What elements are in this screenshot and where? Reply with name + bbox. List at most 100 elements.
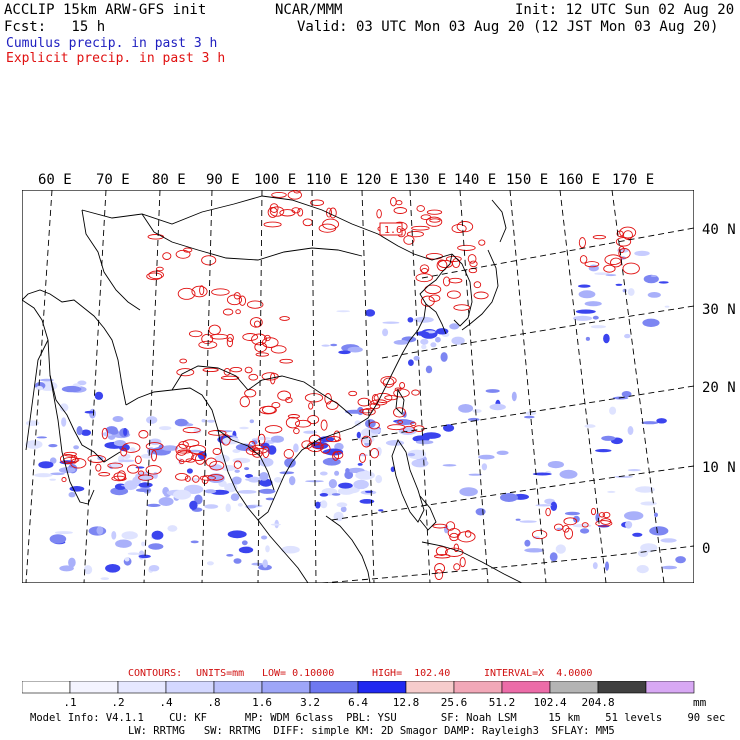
- cumulus-cell: [61, 417, 67, 427]
- colorbar-unit: mm: [693, 696, 707, 709]
- colorbar-swatch: [453, 681, 503, 694]
- explicit-contour: [267, 206, 278, 218]
- cumulus-cell: [121, 531, 138, 540]
- cumulus-cell: [353, 479, 369, 490]
- cumulus-cell: [173, 489, 191, 500]
- colorbar-tick-label: .8: [207, 696, 221, 709]
- explicit-contour: [220, 375, 240, 381]
- explicit-contour: [263, 221, 282, 228]
- cumulus-cell: [189, 500, 198, 510]
- explicit-contour: [145, 465, 162, 475]
- explicit-contour: [320, 443, 331, 454]
- cumulus-cell: [443, 424, 455, 432]
- cumulus-cell: [458, 404, 474, 413]
- cumulus-cell: [356, 431, 361, 439]
- explicit-contour: [447, 527, 461, 538]
- cumulus-cell: [436, 328, 449, 335]
- explicit-contour: [185, 458, 196, 463]
- explicit-contour: [307, 415, 320, 425]
- explicit-contour: [581, 522, 589, 528]
- explicit-contour: [602, 511, 611, 519]
- cumulus-cell: [331, 493, 341, 496]
- cumulus-cell: [68, 492, 76, 498]
- explicit-contour: [246, 300, 264, 309]
- explicit-contour: [95, 463, 102, 472]
- explicit-contour: [207, 474, 224, 481]
- explicit-contour: [545, 507, 551, 517]
- cumulus-cell: [270, 523, 281, 526]
- cumulus-cell: [621, 391, 632, 398]
- explicit-contour: [446, 290, 461, 299]
- cumulus-cell: [656, 418, 667, 424]
- cumulus-cell: [190, 540, 199, 544]
- cumulus-cell: [337, 487, 355, 495]
- explicit-contour: [210, 333, 229, 340]
- cumulus-cell: [118, 459, 135, 463]
- cumulus-cell: [594, 272, 610, 275]
- cumulus-cell: [627, 426, 634, 435]
- cumulus-cell: [225, 503, 231, 513]
- cumulus-cell: [84, 410, 95, 414]
- explicit-contour: [380, 376, 397, 386]
- explicit-contour: [453, 543, 459, 553]
- cumulus-cell: [230, 493, 240, 502]
- explicit-contour: [326, 207, 332, 218]
- colorbar: [22, 681, 695, 694]
- cumulus-cell: [49, 534, 67, 544]
- cumulus-cell: [578, 290, 596, 299]
- cumulus-cell: [259, 472, 269, 481]
- explicit-contour: [332, 451, 340, 461]
- cumulus-cell: [289, 476, 296, 486]
- explicit-contour: [191, 285, 208, 298]
- cumulus-cell: [59, 565, 74, 572]
- cumulus-cell: [637, 549, 649, 558]
- explicit-contour: [201, 475, 209, 485]
- cumulus-cell: [222, 437, 240, 445]
- cumulus-cell: [564, 511, 580, 516]
- cumulus-cell: [375, 475, 383, 484]
- cumulus-cell: [259, 488, 276, 494]
- cumulus-cell: [413, 355, 420, 361]
- explicit-contour: [459, 557, 466, 568]
- cumulus-cell: [204, 504, 219, 509]
- cumulus-cell: [607, 490, 616, 493]
- cumulus-cell: [421, 344, 427, 350]
- contours-interval: INTERVAL=X 4.0000: [484, 668, 593, 679]
- cumulus-cell: [34, 473, 53, 478]
- explicit-contour: [420, 214, 432, 221]
- explicit-contour: [310, 199, 325, 206]
- cumulus-cell: [580, 528, 590, 534]
- explicit-contour: [467, 254, 477, 264]
- cumulus-cell: [124, 557, 130, 562]
- explicit-contour: [113, 472, 126, 481]
- cumulus-cell: [425, 365, 433, 374]
- explicit-contour: [420, 295, 435, 307]
- explicit-contour: [179, 358, 188, 364]
- cumulus-cell: [234, 469, 240, 473]
- cumulus-cell: [584, 301, 602, 307]
- cumulus-cell: [624, 511, 644, 521]
- cumulus-cell: [635, 486, 655, 493]
- explicit-contour: [122, 442, 141, 453]
- colorbar-tick-label: 51.2: [488, 696, 516, 709]
- explicit-contour: [262, 446, 270, 458]
- cumulus-cell: [625, 521, 633, 529]
- cumulus-cell: [227, 530, 247, 539]
- explicit-contour: [248, 373, 259, 381]
- explicit-contour: [361, 435, 372, 448]
- cumulus-cell: [267, 445, 277, 455]
- explicit-contour: [264, 425, 283, 434]
- cumulus-cell: [647, 292, 661, 298]
- cumulus-cell: [241, 540, 248, 546]
- cumulus-cell: [549, 552, 558, 562]
- explicit-contour: [271, 191, 287, 198]
- explicit-contour: [226, 337, 234, 348]
- cumulus-cell: [238, 546, 254, 554]
- cumulus-cell: [649, 526, 669, 536]
- explicit-contour: [201, 255, 217, 266]
- cumulus-cell: [39, 378, 54, 382]
- cumulus-cell: [382, 328, 389, 337]
- cumulus-cell: [641, 421, 659, 425]
- explicit-contour: [201, 333, 214, 345]
- contours-low: LOW= 0.10000: [262, 668, 335, 679]
